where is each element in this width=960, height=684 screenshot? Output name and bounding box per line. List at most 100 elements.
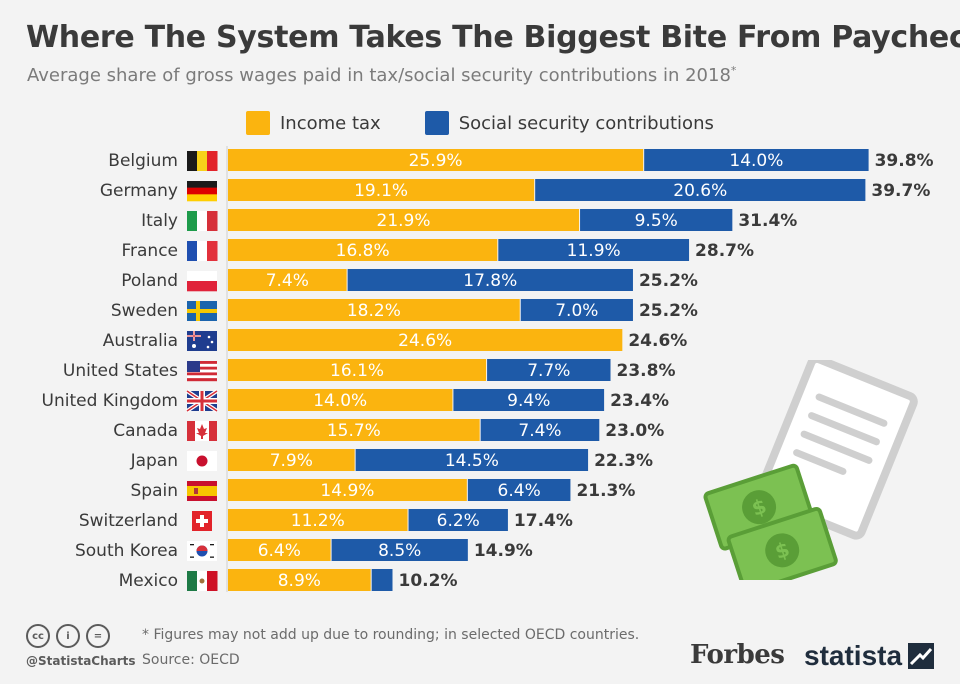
chart-title: Where The System Takes The Biggest Bite … (26, 20, 960, 55)
data-label-income: 18.2% (347, 301, 401, 321)
legend-label-income: Income tax (280, 112, 381, 134)
bar-income-tax (228, 569, 371, 591)
bar-income-tax (228, 449, 355, 471)
poland-flag-icon (187, 271, 217, 292)
source: Source: OECD (142, 652, 240, 668)
uk-flag-icon (185, 389, 219, 413)
total-label: 17.4% (514, 511, 573, 531)
bar-social-security (408, 509, 508, 531)
bar-income-tax (228, 179, 535, 201)
data-label-social: 20.6% (673, 181, 727, 201)
australia-flag-icon (187, 331, 217, 351)
data-label-social: 14.5% (445, 451, 499, 471)
bar-social-security (535, 179, 866, 201)
data-label-income: 14.9% (320, 481, 374, 501)
category-label: Mexico (119, 571, 178, 591)
statista-logo[interactable]: statista (804, 640, 935, 672)
bar-income-tax (228, 239, 498, 261)
bar-social-security (453, 389, 605, 411)
france-flag-icon (187, 241, 218, 261)
data-label-income: 25.9% (409, 151, 463, 171)
category-label: Switzerland (79, 511, 178, 531)
south-korea-flag-icon (187, 541, 217, 561)
bar-social-security (644, 149, 869, 171)
data-label-social: 6.4% (498, 481, 541, 501)
category-label: France (121, 241, 178, 261)
paycheck-money-illustration: $ $ (703, 360, 918, 580)
total-label: 24.6% (628, 331, 687, 351)
total-label: 10.2% (399, 571, 458, 591)
category-label: Belgium (108, 151, 178, 171)
data-label-social: 6.2% (437, 511, 480, 531)
italy-flag-icon (187, 211, 218, 231)
legend-item-social: Social security contributions (424, 111, 714, 135)
bar-income-tax (228, 269, 347, 291)
data-label-income: 21.9% (377, 211, 431, 231)
category-label: United States (63, 361, 178, 381)
statista-wordmark: statista (804, 640, 903, 671)
spain-flag-icon (187, 481, 217, 501)
bar-income-tax (228, 479, 467, 501)
subtitle-footnote-mark: * (730, 64, 737, 77)
data-label-income: 16.8% (336, 241, 390, 261)
bar-income-tax (228, 209, 580, 231)
cc-icon: cc (26, 624, 50, 648)
mexico-flag-icon (187, 571, 218, 591)
total-label: 31.4% (738, 211, 797, 231)
data-label-social: 11.9% (567, 241, 621, 261)
bar-income-tax (228, 329, 623, 351)
bar-income-tax (228, 359, 487, 381)
bar-social-security (347, 269, 633, 291)
bar-social-security (487, 359, 611, 381)
category-label: Canada (113, 421, 178, 441)
total-label: 23.4% (610, 391, 669, 411)
category-label: United Kingdom (42, 391, 178, 411)
category-label: Spain (131, 481, 179, 501)
attribution-icon: i (56, 624, 80, 648)
data-label-income: 19.1% (354, 181, 408, 201)
total-label: 25.2% (639, 271, 698, 291)
canada-flag-icon (187, 421, 217, 441)
data-label-income: 11.2% (291, 511, 345, 531)
japan-flag-icon (187, 451, 217, 471)
category-label: Japan (130, 451, 178, 471)
legend-swatch-social (424, 111, 449, 135)
legend-label-social: Social security contributions (458, 112, 714, 134)
bar-social-security (331, 539, 468, 561)
category-label: Italy (141, 211, 178, 231)
bar-income-tax (228, 149, 644, 171)
forbes-logo[interactable]: Forbes (690, 640, 785, 670)
data-label-social: 14.0% (729, 151, 783, 171)
legend-item-income: Income tax (246, 111, 381, 135)
bar-social-security (580, 209, 733, 231)
total-label: 39.7% (871, 181, 930, 201)
bar-social-security (371, 569, 393, 591)
bar-social-security (467, 479, 571, 501)
bar-income-tax (228, 419, 480, 441)
data-label-social: 8.5% (378, 541, 421, 561)
total-label: 23.0% (605, 421, 664, 441)
banknote-icon-2: $ (726, 506, 838, 580)
legend: Income tax Social security contributions (246, 110, 758, 136)
data-label-income: 15.7% (327, 421, 381, 441)
data-label-income: 24.6% (398, 331, 452, 351)
bar-social-security (480, 419, 600, 441)
legend-swatch-income (246, 111, 270, 135)
category-label: Sweden (111, 301, 178, 321)
bar-income-tax (228, 509, 408, 531)
belgium-flag-icon (187, 151, 218, 171)
total-label: 14.9% (474, 541, 533, 561)
category-label: Germany (100, 181, 178, 201)
switzerland-flag-icon (192, 511, 212, 531)
data-label-social: 17.8% (463, 271, 517, 291)
stacked-bar-chart: Belgium 25.9% 14.0% 39.8% Germany 19.1% 20.6% 3… (42, 146, 934, 592)
data-label-social: 7.0% (555, 301, 598, 321)
category-label: South Korea (75, 541, 178, 561)
bar-income-tax (228, 299, 520, 321)
data-label-social: 7.7% (527, 361, 570, 381)
bar-social-security (520, 299, 633, 321)
usa-flag-icon (187, 361, 217, 382)
chart-subtitle: Average share of gross wages paid in tax… (27, 64, 737, 86)
bar-income-tax (228, 389, 453, 411)
category-label: Australia (103, 331, 178, 351)
